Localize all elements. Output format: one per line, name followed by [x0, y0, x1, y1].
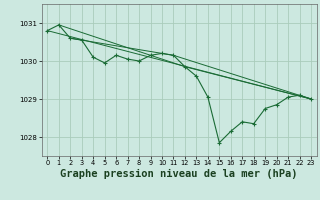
X-axis label: Graphe pression niveau de la mer (hPa): Graphe pression niveau de la mer (hPa)	[60, 169, 298, 179]
